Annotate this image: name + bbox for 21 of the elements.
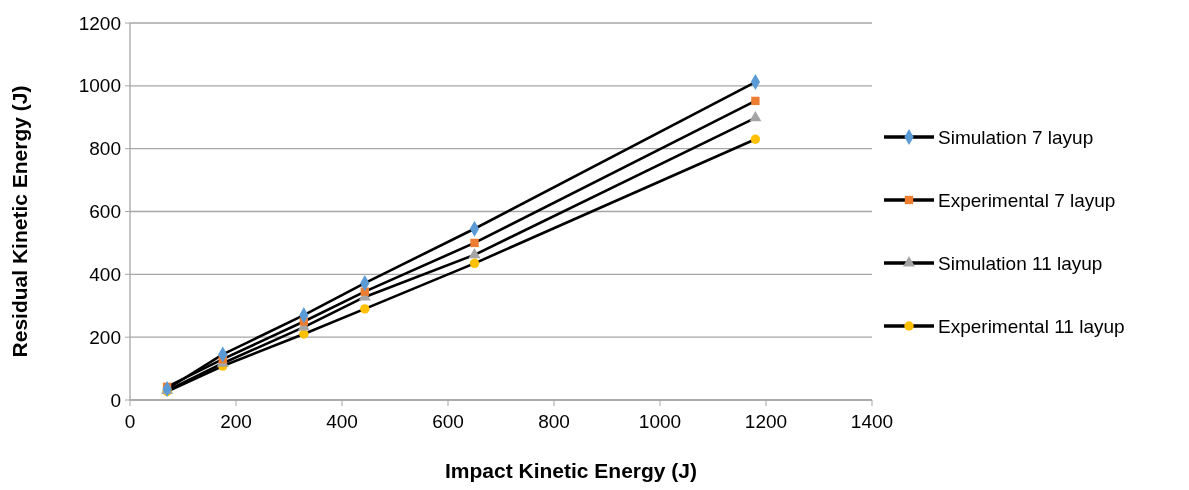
y-tick-label: 1000 xyxy=(78,75,121,97)
legend-label: Experimental 11 layup xyxy=(938,315,1125,337)
x-tick-label: 1200 xyxy=(744,411,788,432)
y-tick-label: 200 xyxy=(89,326,121,348)
x-tick-label: 400 xyxy=(326,411,358,432)
y-tick-label: 400 xyxy=(89,263,121,285)
x-tick-label: 800 xyxy=(538,411,570,432)
y-tick-label: 0 xyxy=(110,389,121,411)
legend-label: Experimental 7 layup xyxy=(938,189,1116,211)
x-tick-label: 200 xyxy=(220,411,252,432)
y-axis-title: Residual Kinetic Energy (J) xyxy=(8,85,31,358)
x-tick-label: 1400 xyxy=(850,411,894,432)
x-tick-label: 0 xyxy=(124,411,136,432)
x-tick-label: 1000 xyxy=(638,411,682,432)
y-tick-label: 800 xyxy=(89,138,121,160)
legend-label: Simulation 7 layup xyxy=(938,126,1094,148)
y-tick-label: 1200 xyxy=(78,12,121,34)
x-tick-label: 600 xyxy=(432,411,464,432)
legend-label: Simulation 11 layup xyxy=(938,252,1103,274)
x-axis-title: Impact Kinetic Energy (J) xyxy=(444,459,698,482)
y-tick-label: 600 xyxy=(89,201,121,223)
